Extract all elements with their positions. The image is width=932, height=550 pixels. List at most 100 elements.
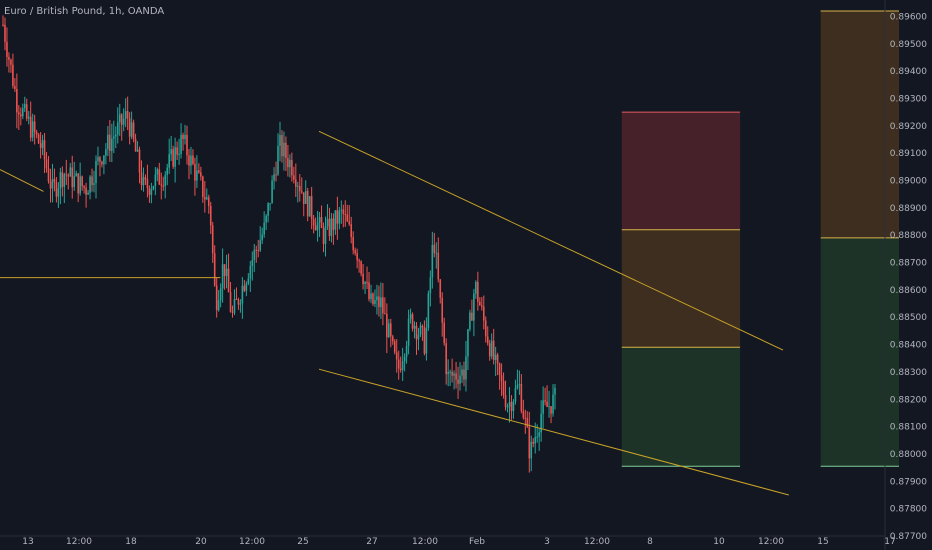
candle-body bbox=[273, 174, 275, 181]
candle-body bbox=[536, 436, 538, 438]
candle-body bbox=[176, 147, 178, 155]
candle-body bbox=[372, 293, 374, 304]
candle-body bbox=[43, 140, 46, 160]
candle-body bbox=[447, 371, 449, 375]
candle-body bbox=[97, 157, 99, 161]
candle-body bbox=[488, 343, 491, 357]
candle-body bbox=[61, 172, 64, 187]
candle-body bbox=[455, 373, 457, 380]
time-tick-label: 25 bbox=[297, 537, 308, 547]
candle-body bbox=[346, 214, 349, 222]
candle-body bbox=[496, 354, 499, 364]
candle-body bbox=[522, 411, 525, 418]
candle-body bbox=[433, 244, 436, 253]
candle-body bbox=[304, 190, 307, 204]
price-tick-label: 0.88300 bbox=[890, 368, 927, 378]
candle-body bbox=[502, 380, 505, 395]
candle-body bbox=[490, 340, 493, 357]
time-tick-label: 15 bbox=[817, 537, 828, 547]
candle-body bbox=[510, 401, 513, 411]
candle-body bbox=[138, 149, 141, 173]
candle-body bbox=[160, 184, 163, 186]
candle-body bbox=[518, 384, 521, 386]
candle-body bbox=[471, 312, 473, 321]
candle-body bbox=[35, 132, 38, 135]
candle-body bbox=[283, 142, 285, 157]
candle-body bbox=[241, 285, 244, 304]
candle-body bbox=[397, 359, 400, 369]
candle-body bbox=[279, 135, 281, 146]
candle-body bbox=[263, 222, 265, 235]
price-tick-label: 0.88500 bbox=[890, 313, 927, 323]
candle-body bbox=[348, 221, 351, 225]
candle-body bbox=[415, 325, 418, 340]
candle-body bbox=[417, 334, 420, 340]
price-tick-label: 0.87800 bbox=[890, 505, 927, 515]
candle-body bbox=[338, 210, 341, 224]
candle-body bbox=[532, 441, 535, 444]
candle-body bbox=[148, 188, 151, 195]
candle-body bbox=[312, 219, 315, 226]
candle-body bbox=[314, 225, 317, 231]
candle-body bbox=[326, 218, 329, 227]
stop-zone bbox=[820, 237, 899, 467]
candle-body bbox=[237, 299, 240, 305]
trend-line bbox=[0, 169, 44, 192]
candle-body bbox=[8, 56, 10, 60]
candle-body bbox=[336, 210, 339, 224]
candle-body bbox=[265, 215, 267, 223]
candle-body bbox=[441, 297, 444, 323]
candle-body bbox=[142, 177, 145, 186]
candle-body bbox=[162, 185, 165, 187]
candle-body bbox=[393, 341, 396, 353]
time-tick-label: 12:00 bbox=[758, 537, 784, 547]
position-boxes bbox=[621, 10, 899, 467]
entry-zone bbox=[820, 10, 899, 238]
candle-body bbox=[544, 400, 546, 402]
candle-body bbox=[95, 160, 97, 184]
candle-body bbox=[235, 299, 238, 301]
candle-body bbox=[289, 159, 291, 168]
candle-body bbox=[330, 218, 333, 237]
candle-body bbox=[202, 176, 204, 198]
candle-body bbox=[512, 401, 515, 411]
price-tick-label: 0.88800 bbox=[890, 231, 927, 241]
candle-body bbox=[196, 170, 198, 181]
candle-body bbox=[130, 122, 133, 137]
candle-body bbox=[21, 108, 24, 117]
candle-body bbox=[14, 86, 16, 89]
candle-body bbox=[514, 388, 517, 402]
candle-body bbox=[457, 379, 459, 384]
candle-body bbox=[114, 134, 117, 137]
candle-body bbox=[211, 225, 214, 254]
candle-body bbox=[287, 158, 289, 168]
time-axis: 13 12:00 18 20 12:00 25 27 12:00 Feb 3 12:00 8 10 12:… bbox=[0, 535, 896, 547]
candle-body bbox=[223, 264, 226, 276]
candle-body bbox=[261, 234, 263, 241]
price-tick-label: 0.89200 bbox=[890, 122, 927, 132]
candle-body bbox=[526, 418, 529, 427]
candle-body bbox=[506, 406, 509, 408]
candle-body bbox=[429, 277, 432, 294]
candle-body bbox=[136, 149, 139, 152]
candle-body bbox=[302, 192, 305, 204]
candle-body bbox=[259, 240, 262, 251]
candle-body bbox=[168, 154, 170, 168]
candle-body bbox=[391, 336, 394, 342]
candle-body bbox=[340, 209, 343, 211]
candle-body bbox=[45, 159, 48, 169]
price-tick-label: 0.88200 bbox=[890, 395, 927, 405]
candle-body bbox=[83, 186, 85, 188]
candle-body bbox=[227, 268, 230, 293]
candle-body bbox=[407, 318, 410, 346]
candle-body bbox=[524, 417, 527, 419]
candle-body bbox=[190, 155, 192, 166]
candle-body bbox=[389, 323, 392, 337]
candle-body bbox=[166, 167, 169, 175]
candle-body bbox=[382, 297, 384, 314]
candle-body bbox=[99, 157, 101, 162]
candle-body bbox=[528, 426, 531, 459]
candle-body bbox=[492, 340, 495, 360]
candle-body bbox=[247, 278, 250, 284]
